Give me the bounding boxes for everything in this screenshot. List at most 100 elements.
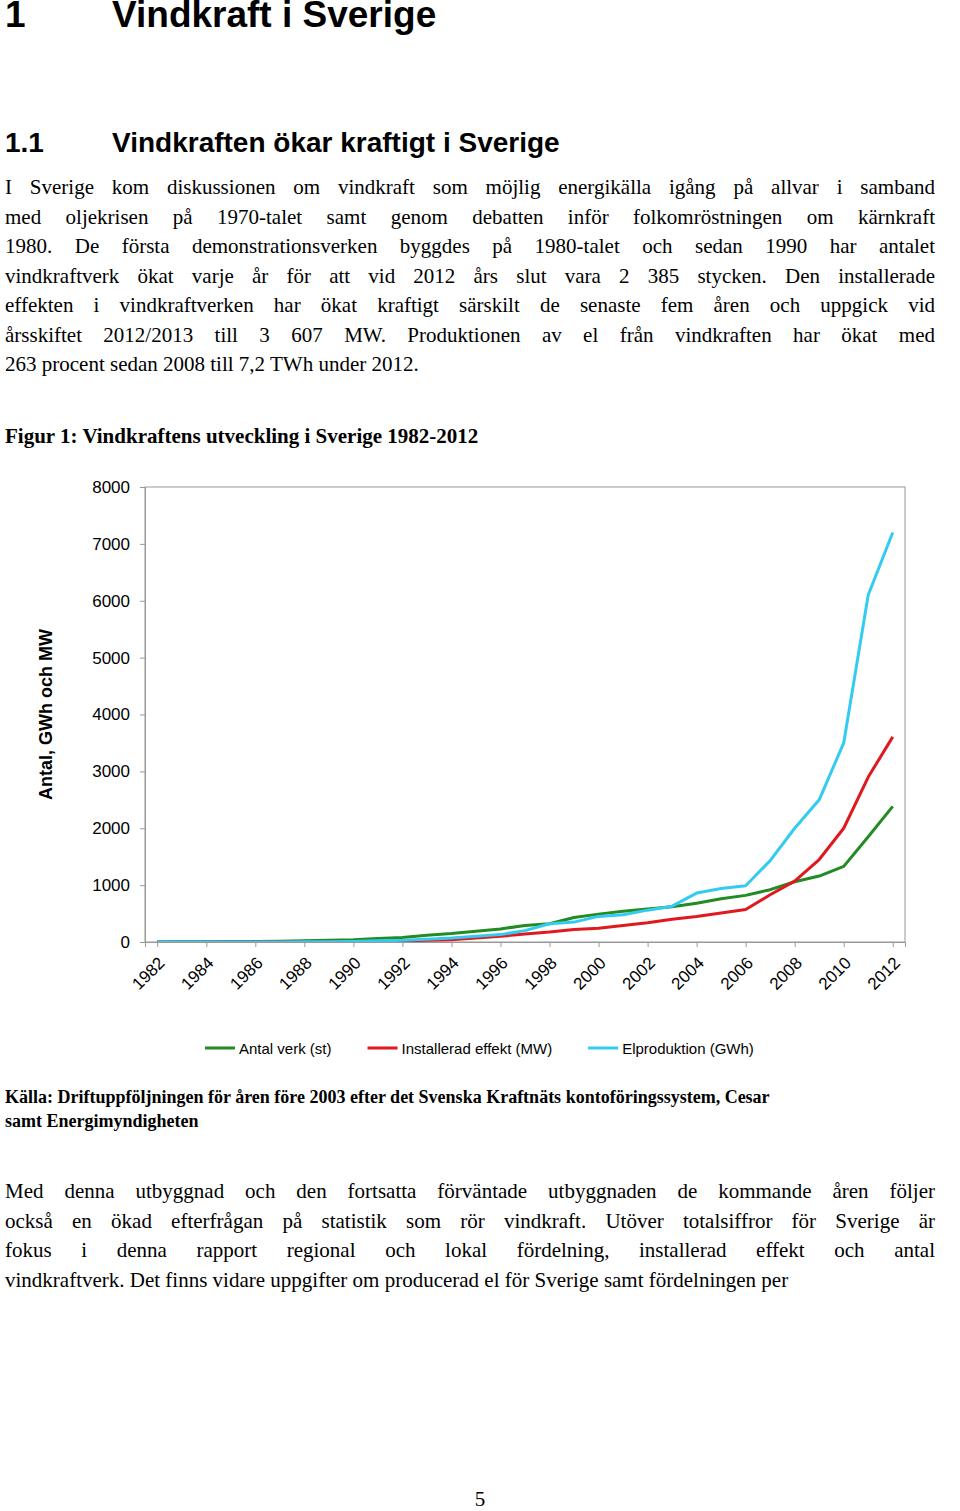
x-tick: 2000 [570,942,610,994]
series-line [157,737,892,942]
x-tick-mark [206,942,207,947]
x-tick-mark [795,942,796,947]
paragraph-line: Med denna utbyggnad och den fortsatta fö… [5,1179,935,1204]
y-tick-label: 5000 [92,649,130,668]
y-tick-label: 7000 [92,535,130,554]
y-tick-label: 0 [121,933,130,952]
y-tick-mark [140,544,145,545]
x-tick: 1998 [521,942,561,994]
lines [157,533,892,943]
series-line [157,806,892,942]
figure-caption: Figur 1: Vindkraftens utveckling i Sveri… [5,424,935,449]
x-tick-mark [648,942,649,947]
x-tick: 1984 [177,942,217,994]
y-tick-mark [140,658,145,659]
y-tick-label: 4000 [92,705,130,724]
y-tick: 0 [121,933,145,952]
y-axis-title: Antal, GWh och MW [36,629,56,800]
y-tick: 5000 [92,649,145,668]
x-tick-label: 2010 [815,953,855,993]
paragraph-line: med oljekrisen på 1970-talet samt genom … [5,205,935,230]
x-tick: 2004 [668,942,708,994]
legend-item: Antal verk (st) [205,1040,332,1057]
y-tick: 4000 [92,705,145,724]
paragraph-line: vindkraftverk ökat varje år för att vid … [5,264,935,289]
y-tick: 8000 [92,478,145,497]
subheading: Vindkraften ökar kraftigt i Sverige [112,127,560,159]
x-tick-label: 1998 [521,953,561,993]
y-tick: 1000 [92,876,145,895]
paragraph-line: vindkraftverk. Det finns vidare uppgifte… [5,1268,960,1293]
paragraph-line: 1980. De första demonstrationsverken byg… [5,234,935,259]
x-tick-mark [402,942,403,947]
chart: 0100020003000400050006000700080001982198… [0,470,960,1080]
y-tick-mark [140,601,145,602]
x-tick-label: 1986 [226,953,266,993]
x-tick-label: 1996 [472,953,512,993]
y-tick-mark [140,715,145,716]
y-tick-label: 1000 [92,876,130,895]
x-tick: 1992 [374,942,414,994]
x-tick-mark [353,942,354,947]
y-tick: 7000 [92,535,145,554]
y-tick-mark [140,828,145,829]
x-tick-label: 2002 [619,953,659,993]
heading: Vindkraft i Sverige [112,0,436,36]
legend-label: Installerad effekt (MW) [402,1040,553,1057]
y-tick-mark [140,942,145,943]
y-tick-mark [140,885,145,886]
x-tick-mark [304,942,305,947]
paragraph-line: fokus i denna rapport regional och lokal… [5,1238,935,1263]
legend-item: Installerad effekt (MW) [368,1040,553,1057]
plot-frame [145,487,905,942]
x-tick-label: 2000 [570,953,610,993]
legend-swatch [205,1047,235,1050]
x-tick-mark [550,942,551,947]
x-tick: 1996 [472,942,512,994]
subheading-number: 1.1 [5,127,44,159]
x-tick: 1994 [423,942,463,994]
x-tick-label: 2004 [668,953,708,993]
source-line: samt Energimyndigheten [5,1111,935,1132]
x-tick: 1990 [325,942,365,994]
y-axis: 0 1000 2000 3000 4000 5000 6000 7000 8000 [92,478,145,952]
source-line: Källa: Driftuppföljningen för åren före … [5,1087,935,1108]
heading-number: 1 [5,0,26,36]
x-tick-label: 2012 [864,953,904,993]
y-tick: 3000 [92,762,145,781]
paragraph-line: också en ökad efterfrågan på statistik s… [5,1209,935,1234]
x-tick-label: 2006 [717,953,757,993]
y-axis-line [140,488,146,943]
x-tick-label: 1988 [275,953,315,993]
x-tick-mark [255,942,256,947]
x-tick: 2008 [766,942,806,994]
x-tick: 1982 [128,942,168,994]
x-tick-label: 1990 [325,953,365,993]
legend-item: Elproduktion (GWh) [588,1040,754,1057]
x-tick-mark [451,942,452,947]
x-tick-mark [746,942,747,947]
x-tick-label: 1982 [128,953,168,993]
x-tick-label: 1994 [423,953,463,993]
x-tick-mark [893,942,894,947]
x-tick: 2010 [815,942,855,994]
legend: Antal verk (st) Installerad effekt (MW) El… [205,1040,754,1057]
x-tick: 2012 [864,942,904,994]
x-tick-mark [697,942,698,947]
legend-label: Antal verk (st) [239,1040,332,1057]
x-tick: 1986 [226,942,266,994]
y-tick-mark [140,487,145,488]
x-axis: 1982198419861988199019921994199619982000… [128,942,905,994]
x-axis-line [146,943,906,948]
x-tick: 2006 [717,942,757,994]
series-line [157,533,892,943]
paragraph-line: effekten i vindkraftverken har ökat kraf… [5,293,935,318]
x-tick-mark [157,942,158,947]
y-tick-label: 6000 [92,592,130,611]
x-tick-mark [500,942,501,947]
legend-swatch [588,1047,618,1050]
paragraph-line: årsskiftet 2012/2013 till 3 607 MW. Prod… [5,323,935,348]
x-tick: 2002 [619,942,659,994]
x-tick-mark [599,942,600,947]
y-tick: 2000 [92,819,145,838]
